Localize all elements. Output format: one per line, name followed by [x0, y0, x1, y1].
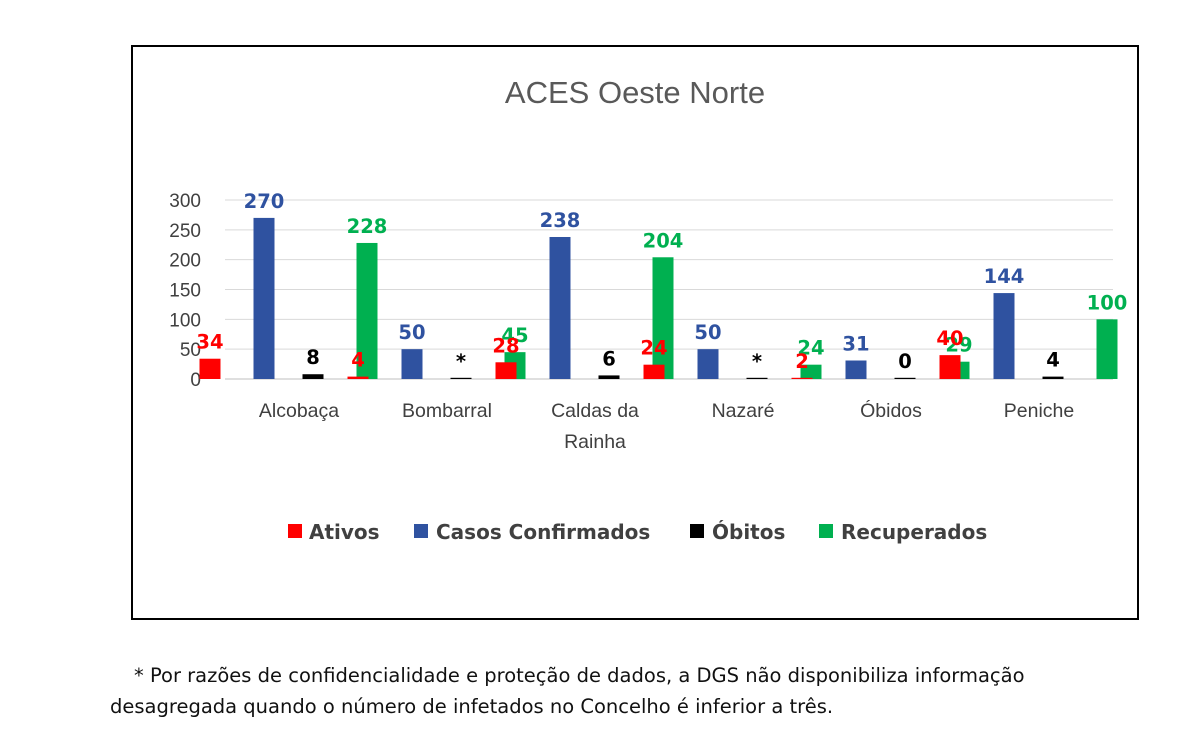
- bar-recuperados: [1096, 319, 1118, 379]
- bar-chart: ACES Oeste Norte050100150200250300342708…: [169, 75, 1128, 544]
- data-label: 228: [347, 215, 388, 238]
- bar-recuperados: [356, 242, 378, 379]
- bar-óbitos: [1042, 376, 1064, 379]
- bar-casos-confirmados: [549, 236, 571, 379]
- y-tick-label: 250: [169, 221, 201, 242]
- bar-casos-confirmados: [993, 293, 1015, 379]
- bar-óbitos: [746, 377, 768, 379]
- data-label: 24: [640, 337, 667, 360]
- data-label: 270: [244, 190, 285, 213]
- bar-recuperados: [652, 257, 674, 379]
- y-tick-label: 50: [180, 340, 201, 361]
- data-label: 204: [643, 229, 684, 252]
- data-label: 144: [984, 265, 1025, 288]
- bar-recuperados: [800, 364, 822, 379]
- data-label: 34: [196, 331, 223, 354]
- data-label: 2: [795, 350, 809, 373]
- data-label: *: [752, 350, 762, 373]
- data-label: 40: [936, 327, 963, 350]
- legend-swatch: [690, 524, 704, 538]
- bar-casos-confirmados: [401, 349, 423, 379]
- data-label: 24: [797, 337, 824, 360]
- data-label: 6: [602, 347, 616, 370]
- data-label: 31: [842, 333, 869, 356]
- data-label: *: [456, 350, 466, 373]
- legend-label: Ativos: [309, 520, 380, 544]
- bar-casos-confirmados: [697, 349, 719, 379]
- bar-casos-confirmados: [253, 217, 275, 379]
- footnote-line-2: desagregada quando o número de infetados…: [110, 695, 834, 718]
- data-label: 100: [1087, 291, 1128, 314]
- bar-ativos: [791, 377, 813, 379]
- x-tick-label: Bombarral: [402, 400, 492, 422]
- chart-frame: ACES Oeste Norte 0 50 100 150 200 250 300 34 270 8…: [131, 45, 1139, 620]
- data-label: 50: [398, 321, 425, 344]
- y-tick-label: 0: [190, 370, 201, 391]
- y-tick-label: 150: [169, 281, 201, 302]
- bar-óbitos: [450, 377, 472, 379]
- bar-óbitos: [894, 377, 916, 379]
- bar-ativos: [643, 364, 665, 379]
- bar-ativos: [495, 362, 517, 379]
- x-tick-label: Caldas da: [551, 400, 639, 422]
- data-label: 45: [501, 324, 528, 347]
- x-tick-label: Rainha: [564, 431, 626, 453]
- legend-swatch: [819, 524, 833, 538]
- bar-ativos: [199, 358, 221, 379]
- legend-label: Casos Confirmados: [436, 520, 650, 544]
- data-label: 4: [1046, 349, 1060, 372]
- chart-title: ACES Oeste Norte: [505, 75, 765, 110]
- y-tick-label: 200: [169, 251, 201, 272]
- bar-casos-confirmados: [845, 360, 867, 379]
- bar-óbitos: [302, 374, 324, 379]
- legend-swatch: [288, 524, 302, 538]
- data-label: 238: [540, 209, 581, 232]
- x-tick-label: Alcobaça: [259, 400, 339, 422]
- data-label: 50: [694, 321, 721, 344]
- legend-label: Óbitos: [712, 520, 785, 544]
- legend-swatch: [414, 524, 428, 538]
- data-label: 29: [945, 334, 972, 357]
- y-tick-label: 100: [169, 310, 201, 331]
- x-tick-label: Óbidos: [860, 399, 922, 422]
- x-tick-label: Peniche: [1004, 400, 1074, 422]
- footnote: * Por razões de confidencialidade e prot…: [110, 660, 1170, 722]
- bar-ativos: [939, 355, 961, 379]
- data-label: 8: [306, 346, 320, 369]
- x-tick-label: Nazaré: [712, 400, 775, 422]
- y-tick-label: 300: [169, 191, 201, 212]
- bar-ativos: [347, 376, 369, 379]
- data-label: 0: [898, 350, 912, 373]
- bar-óbitos: [598, 375, 620, 379]
- data-label: 4: [351, 349, 365, 372]
- data-label: 28: [492, 334, 519, 357]
- legend-label: Recuperados: [841, 520, 987, 544]
- footnote-line-1: * Por razões de confidencialidade e prot…: [134, 664, 1025, 687]
